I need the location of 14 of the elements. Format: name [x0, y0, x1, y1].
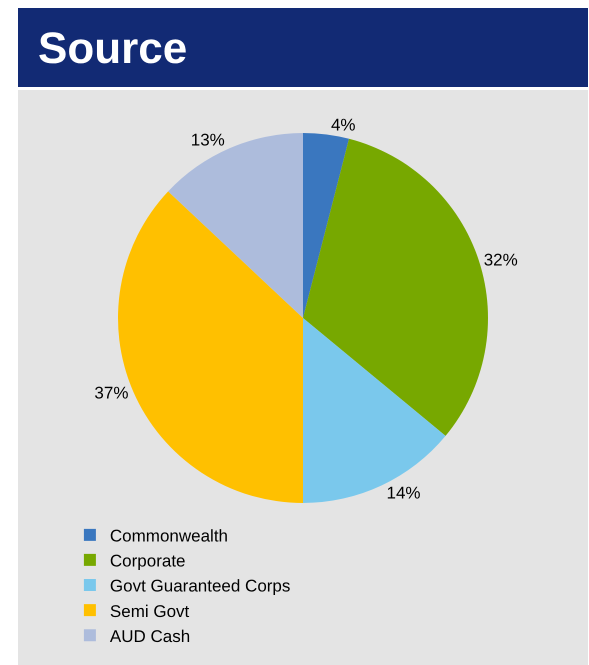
legend-label: AUD Cash: [110, 626, 190, 646]
data-label: 13%: [190, 130, 225, 150]
legend-label: Commonwealth: [110, 526, 228, 546]
data-label: 37%: [94, 383, 128, 402]
legend-label: Corporate: [110, 552, 186, 571]
chart-title: Source: [18, 8, 588, 90]
legend-label: Govt Guaranteed Corps: [110, 576, 290, 596]
pie-slice: [168, 133, 303, 318]
pie-slice: [303, 318, 446, 503]
data-label: 4%: [330, 116, 356, 135]
pie-slice: [303, 133, 350, 318]
legend-label: Semi Govt: [110, 602, 190, 621]
data-label: 32%: [484, 250, 518, 270]
data-label: 14%: [386, 484, 421, 503]
